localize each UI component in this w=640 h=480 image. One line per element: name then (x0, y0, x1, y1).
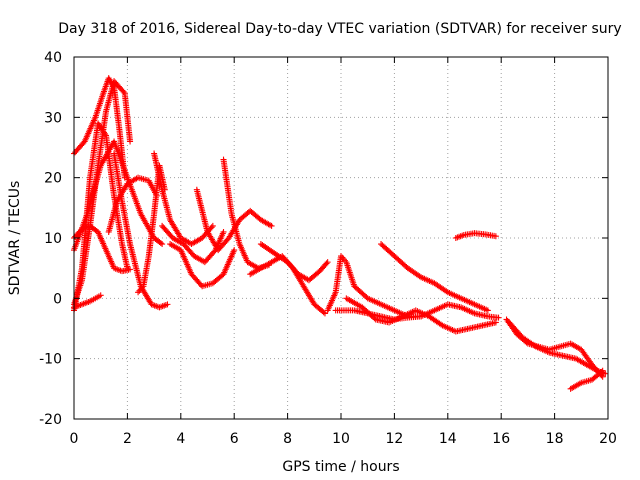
axis-ticks (73, 56, 609, 420)
x-tick-label: 8 (283, 431, 292, 447)
x-tick-label: 4 (176, 431, 185, 447)
x-tick-label: 0 (70, 431, 79, 447)
x-tick-label: 6 (230, 431, 239, 447)
x-tick-label: 16 (492, 431, 510, 447)
data-point-marker (371, 315, 378, 322)
data-point-marker (323, 260, 330, 267)
data-point-marker (120, 88, 127, 95)
data-point-marker (231, 247, 238, 254)
data-point-marker (157, 240, 164, 247)
series-track-12 (167, 241, 238, 290)
data-point-marker (324, 259, 331, 266)
data-point-marker (598, 368, 605, 375)
y-tick-label: 20 (44, 171, 62, 187)
data-point-marker (484, 307, 491, 314)
x-tick-label: 18 (546, 431, 564, 447)
data-point-marker (209, 222, 216, 229)
data-point-marker (208, 224, 215, 231)
series-track-20 (378, 241, 491, 314)
data-point-marker (97, 292, 104, 299)
series-track-23 (506, 319, 609, 377)
data-marks (71, 75, 609, 392)
y-axis-label: SDTVAR / TECUs (7, 181, 23, 296)
data-point-marker (321, 310, 328, 317)
x-tick-label: 12 (385, 431, 403, 447)
data-point-marker (135, 289, 142, 296)
series-track-18 (332, 301, 502, 323)
y-tick-label: 0 (53, 291, 62, 307)
series-track-6 (71, 138, 166, 254)
data-point-marker (320, 309, 327, 316)
chart-title: Day 318 of 2016, Sidereal Day-to-day VTE… (58, 21, 621, 37)
x-tick-label: 2 (123, 431, 132, 447)
data-point-marker (220, 228, 227, 235)
x-axis-label: GPS time / hours (282, 459, 399, 475)
y-tick-label: 30 (44, 110, 62, 126)
data-point-marker (164, 301, 171, 308)
x-tick-label: 20 (599, 431, 617, 447)
data-point-marker (495, 314, 502, 321)
y-tick-label: 40 (44, 50, 62, 66)
series-track-21 (452, 230, 499, 241)
series-track-24 (567, 367, 606, 392)
data-point-marker (268, 222, 275, 229)
series-track-19 (343, 295, 499, 335)
data-point-marker (159, 241, 166, 248)
data-point-marker (602, 370, 609, 377)
data-point-marker (599, 367, 606, 374)
x-tick-label: 10 (332, 431, 350, 447)
data-point-marker (492, 233, 499, 240)
data-point-marker (363, 294, 370, 301)
series-track-4 (71, 292, 104, 311)
series-track-16 (257, 241, 331, 284)
data-point-marker (492, 319, 499, 326)
x-tick-label: 14 (439, 431, 457, 447)
data-point-marker (127, 138, 134, 145)
y-tick-label: 10 (44, 231, 62, 247)
x-tick-labels: 0 2 4 6 8 10 12 14 16 18 20 (70, 431, 617, 447)
y-tick-labels: 40 30 20 10 0 -10 -20 (39, 50, 62, 428)
data-point-marker (127, 266, 134, 273)
y-tick-label: -20 (39, 412, 62, 428)
series-track-10 (151, 150, 216, 248)
y-tick-label: -10 (39, 352, 62, 368)
